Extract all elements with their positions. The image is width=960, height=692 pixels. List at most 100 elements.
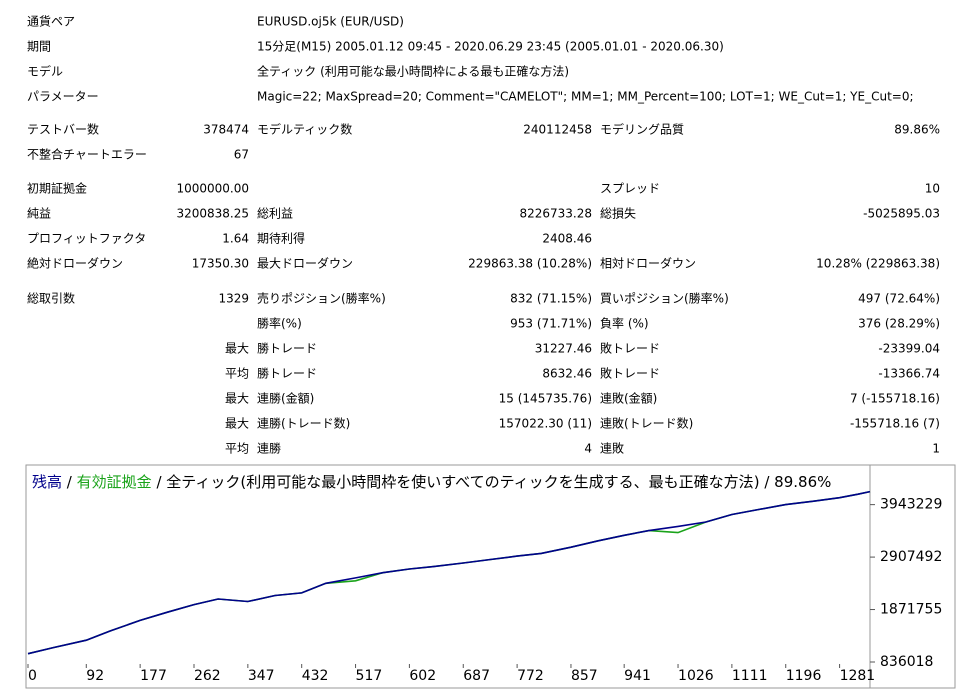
stat-label: 連敗(トレード数): [600, 416, 693, 431]
stat-label: 絶対ドローダウン: [27, 256, 123, 271]
chart-header: 残高 / 有効証拠金 / 全ティック(利用可能な最小時間枠を使いすべてのティック…: [32, 473, 831, 491]
x-tick-label: 0: [28, 668, 37, 684]
stat-label: 連勝: [257, 441, 281, 456]
stat-value: 最大: [225, 342, 249, 356]
info-value: Magic=22; MaxSpread=20; Comment="CAMELOT…: [257, 90, 914, 104]
y-tick-label: 3943229: [880, 497, 942, 513]
stat-label: 敗トレード: [600, 341, 660, 356]
chart-quality: 89.86%: [774, 473, 831, 491]
y-tick-label: 2907492: [880, 549, 942, 565]
stat-value: 17350.30: [192, 257, 249, 271]
stat-value: 1000000.00: [176, 182, 249, 196]
stat-value: 1329: [218, 292, 249, 306]
stat-value: 8226733.28: [519, 207, 592, 221]
stat-label: 連敗: [600, 441, 624, 456]
x-tick-label: 1111: [732, 668, 768, 684]
x-tick-label: 517: [356, 668, 383, 684]
stat-value: 832 (71.15%): [510, 292, 592, 306]
stat-label: 初期証拠金: [27, 181, 87, 196]
x-tick-label: 941: [624, 668, 651, 684]
stat-value: 3200838.25: [176, 207, 249, 221]
stat-value: 953 (71.71%): [510, 317, 592, 331]
stat-label: 純益: [27, 207, 51, 221]
stat-label: 最大ドローダウン: [257, 256, 353, 271]
x-tick-label: 1281: [840, 668, 876, 684]
stat-value: 378474: [203, 123, 249, 137]
stat-value: 31227.46: [535, 342, 592, 356]
stat-label: 勝トレード: [257, 341, 317, 356]
info-label: パラメーター: [27, 90, 99, 104]
stat-value: 229863.38 (10.28%): [468, 257, 592, 271]
x-tick-label: 857: [571, 668, 598, 684]
stat-label: 総損失: [600, 206, 636, 221]
series-line: [27, 490, 871, 655]
x-tick-label: 1026: [678, 668, 714, 684]
info-label: 期間: [27, 40, 51, 54]
legend-entry: 残高: [32, 473, 62, 491]
x-tick-label: 687: [463, 668, 490, 684]
x-tick-label: 432: [302, 668, 329, 684]
stat-label: 勝率(%): [257, 316, 302, 331]
stat-value: 最大: [225, 392, 249, 406]
stat-value: 1: [932, 442, 940, 456]
stat-label: 相対ドローダウン: [600, 256, 696, 271]
stat-label: モデルティック数: [257, 122, 352, 137]
stat-value: 7 (-155718.16): [850, 392, 940, 406]
stat-label: 総利益: [257, 207, 293, 221]
stat-value: 2408.46: [542, 232, 592, 246]
stat-value: 376 (28.29%): [858, 317, 940, 331]
y-tick-label: 1871755: [880, 602, 942, 618]
chart-frame: [25, 464, 956, 689]
separator: /: [67, 473, 73, 491]
stat-label: テストバー数: [27, 122, 99, 137]
stat-value: 8632.46: [542, 367, 592, 381]
stat-label: モデリング品質: [600, 122, 684, 137]
info-value: EURUSD.oj5k (EUR/USD): [257, 15, 404, 29]
stat-value: 15 (145735.76): [499, 392, 592, 406]
stat-label: 敗トレード: [600, 366, 660, 381]
stat-value: 平均: [225, 442, 249, 456]
stat-label: 負率 (%): [600, 316, 649, 331]
stat-value: -155718.16 (7): [850, 417, 940, 431]
x-tick-label: 92: [86, 668, 104, 684]
separator: /: [764, 473, 770, 491]
x-tick-label: 772: [517, 668, 544, 684]
x-tick-label: 347: [248, 668, 275, 684]
stat-value: 67: [234, 148, 249, 162]
stat-label: 連勝(トレード数): [257, 416, 350, 431]
stat-label: スプレッド: [600, 182, 660, 196]
stat-value: 240112458: [523, 123, 592, 137]
stat-value: 497 (72.64%): [858, 292, 940, 306]
stat-label: 不整合チャートエラー: [27, 147, 147, 162]
info-value: 全ティック (利用可能な最小時間枠による最も正確な方法): [257, 64, 569, 79]
stat-label: 連勝(金額): [257, 391, 314, 406]
y-tick-label: 836018: [880, 654, 933, 670]
legend-entry: 有効証拠金: [77, 473, 152, 491]
info-label: 通貨ペア: [27, 14, 75, 29]
chart-title: 全ティック(利用可能な最小時間枠を使いすべてのティックを生成する、最も正確な方法…: [166, 473, 759, 491]
stat-value: 157022.30 (11): [499, 417, 592, 431]
stat-value: 最大: [225, 417, 249, 431]
x-tick-label: 1196: [786, 668, 822, 684]
stat-value: 10.28% (229863.38): [816, 257, 940, 271]
stat-value: 10: [925, 182, 940, 196]
x-tick-label: 602: [409, 668, 436, 684]
separator: /: [156, 473, 162, 491]
stat-label: 勝トレード: [257, 366, 317, 381]
stat-label: 連敗(金額): [600, 391, 657, 406]
stat-value: -23399.04: [878, 342, 940, 356]
stat-value: 1.64: [222, 232, 249, 246]
stat-value: -13366.74: [878, 367, 940, 381]
stat-label: 買いポジション(勝率%): [600, 291, 729, 306]
info-value: 15分足(M15) 2005.01.12 09:45 - 2020.06.29 …: [257, 40, 724, 54]
stat-value: -5025895.03: [863, 207, 940, 221]
stat-label: 総取引数: [27, 291, 75, 306]
stat-label: 売りポジション(勝率%): [257, 291, 386, 306]
stat-value: 4: [584, 442, 592, 456]
stat-label: 期待利得: [257, 231, 305, 246]
stat-label: プロフィットファクタ: [27, 232, 146, 246]
info-label: モデル: [27, 64, 63, 79]
x-tick-label: 177: [140, 668, 167, 684]
